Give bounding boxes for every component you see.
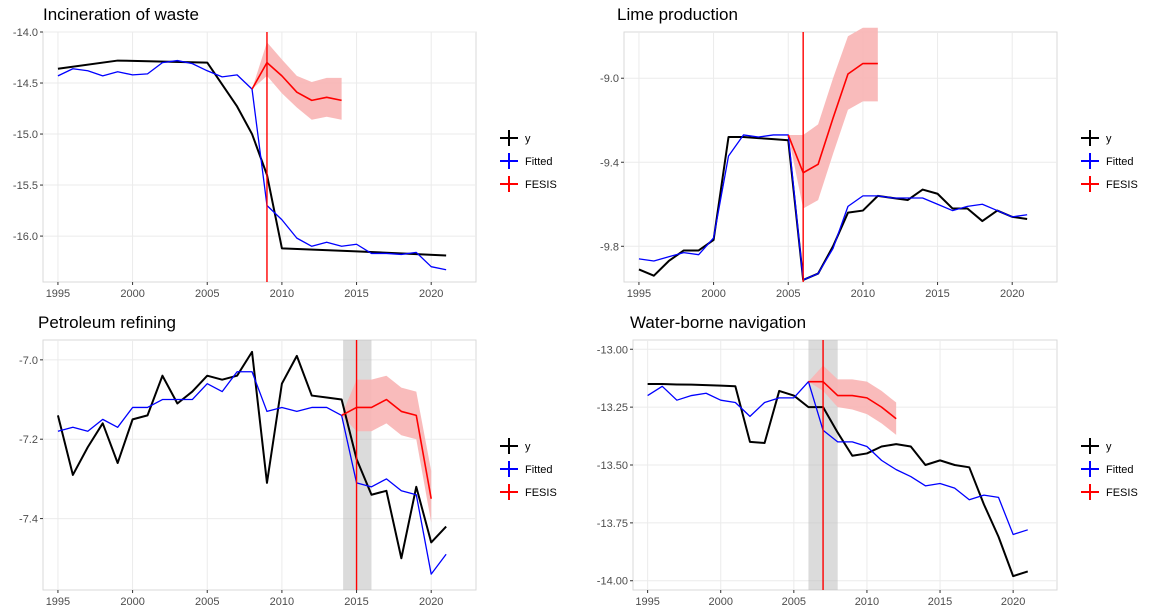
x-tick-label: 2015 <box>344 596 368 608</box>
series-line-y <box>638 136 1028 281</box>
y-tick-label: -13.50 <box>597 460 628 472</box>
x-tick-label: 1995 <box>46 288 70 300</box>
series-line-fitted <box>57 371 447 575</box>
x-tick-label: 2020 <box>419 288 443 300</box>
x-tick-label: 2005 <box>195 596 219 608</box>
legend-label-fesis: FESIS <box>1106 179 1138 191</box>
y-tick-label: -14.0 <box>13 27 38 39</box>
x-tick-label: 2000 <box>120 288 144 300</box>
x-tick-label: 2000 <box>120 596 144 608</box>
x-tick-label: 2005 <box>776 288 800 300</box>
x-tick-label: 2010 <box>855 596 879 608</box>
legend-label-y: y <box>1106 441 1112 453</box>
x-tick-label: 2015 <box>344 288 368 300</box>
fesis-confidence-band <box>808 365 897 435</box>
y-tick-label: -9.8 <box>600 241 619 253</box>
x-tick-label: 2010 <box>270 596 294 608</box>
fesis-confidence-band <box>252 42 342 120</box>
legend-label-fitted: Fitted <box>525 464 553 476</box>
x-tick-label: 2000 <box>708 596 732 608</box>
y-tick-label: -15.5 <box>13 180 38 192</box>
x-tick-label: 2020 <box>1000 288 1024 300</box>
panel-title: Incineration of waste <box>43 5 199 24</box>
y-tick-label: -15.0 <box>13 129 38 141</box>
y-tick-label: -9.4 <box>600 157 619 169</box>
y-tick-label: -9.0 <box>600 73 619 85</box>
x-tick-label: 2015 <box>925 288 949 300</box>
series-line-fitted <box>647 381 1028 536</box>
legend-label-fesis: FESIS <box>1106 487 1138 499</box>
x-tick-label: 1995 <box>46 596 70 608</box>
panel-2: Lime production 1995 2000 2005 2010 2015 2020 -… <box>600 5 1138 300</box>
series-line-fitted <box>638 134 1028 281</box>
series-line-y <box>57 59 447 257</box>
legend-label-y: y <box>525 441 531 453</box>
series-line-y <box>647 382 1029 578</box>
panel-1: Incineration of waste 1995 2000 2005 2010 201… <box>13 5 557 300</box>
x-tick-label: 2010 <box>270 288 294 300</box>
panel-4: Water-borne navigation 1995 2000 2005 2010 20… <box>597 313 1138 608</box>
break-interval-shade <box>343 340 372 590</box>
y-tick-label: -13.25 <box>597 402 628 414</box>
y-tick-label: -13.75 <box>597 518 628 530</box>
x-tick-label: 2005 <box>195 288 219 300</box>
legend-label-fesis: FESIS <box>525 487 557 499</box>
y-tick-label: -7.4 <box>19 514 38 526</box>
legend: y Fitted FESIS <box>500 438 557 500</box>
y-tick-label: -7.2 <box>19 434 38 446</box>
x-tick-label: 1995 <box>627 288 651 300</box>
fesis-confidence-band <box>341 375 432 523</box>
y-tick-label: -13.00 <box>597 344 628 356</box>
x-tick-label: 2010 <box>851 288 875 300</box>
y-tick-label: -7.0 <box>19 355 38 367</box>
legend-label-y: y <box>525 133 531 145</box>
x-tick-label: 1995 <box>635 596 659 608</box>
panel-title: Water-borne navigation <box>630 313 806 332</box>
y-tick-label: -14.00 <box>597 576 628 588</box>
legend-label-y: y <box>1106 133 1112 145</box>
panel-3: Petroleum refining 1995 2000 2005 2010 2015 20… <box>19 313 557 608</box>
legend: y Fitted FESIS <box>1081 130 1138 192</box>
legend: y Fitted FESIS <box>500 130 557 192</box>
x-tick-label: 2020 <box>1001 596 1025 608</box>
legend: y Fitted FESIS <box>1081 438 1138 500</box>
x-tick-label: 2005 <box>782 596 806 608</box>
legend-label-fesis: FESIS <box>525 179 557 191</box>
legend-label-fitted: Fitted <box>1106 156 1134 168</box>
panel-title: Lime production <box>617 5 738 24</box>
x-tick-label: 2020 <box>419 596 443 608</box>
y-tick-label: -16.0 <box>13 231 38 243</box>
series-line-y <box>56 350 447 560</box>
x-tick-label: 2015 <box>928 596 952 608</box>
y-tick-label: -14.5 <box>13 78 38 90</box>
plot-area <box>42 339 477 591</box>
panel-title: Petroleum refining <box>38 313 176 332</box>
legend-label-fitted: Fitted <box>525 156 553 168</box>
legend-label-fitted: Fitted <box>1106 464 1134 476</box>
x-tick-label: 2000 <box>701 288 725 300</box>
